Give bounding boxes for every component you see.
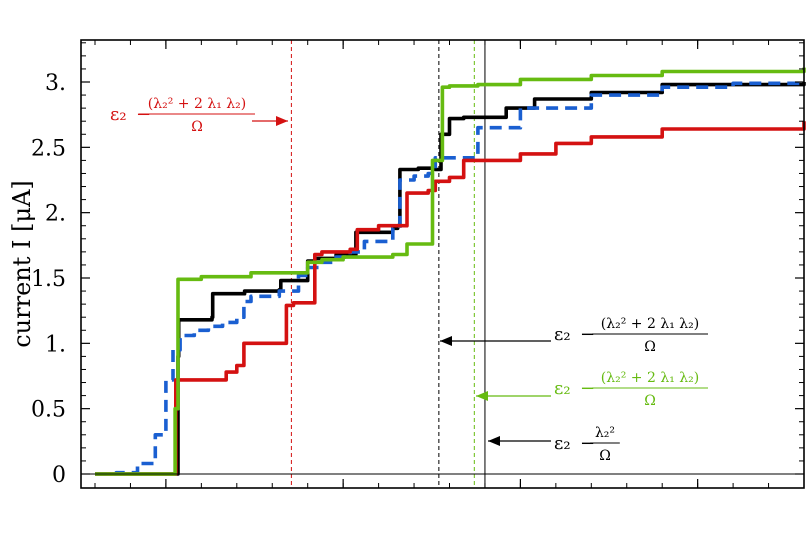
y-tick-label: 0.5 xyxy=(31,398,66,423)
y-tick-label: 1.5 xyxy=(31,267,66,292)
y-axis-label: current I [μA] xyxy=(8,180,36,348)
annotation-denominator: Ω xyxy=(644,339,656,355)
annotation-arrowhead xyxy=(276,116,288,126)
annotation-epsilon: ε₂ xyxy=(110,104,127,125)
annotation-denominator: Ω xyxy=(644,393,656,409)
annotation-arrowhead xyxy=(488,436,500,446)
annotation-minus: − xyxy=(580,324,595,345)
y-tick-label: 1. xyxy=(45,332,66,357)
annotation-epsilon: ε₂ xyxy=(554,433,571,454)
annotation-numerator: λ₂² xyxy=(595,425,615,441)
y-tick-label: 3. xyxy=(45,71,66,96)
y-tick-label: 2.5 xyxy=(31,136,66,161)
annotations: ε₂ −(λ₂² + 2 λ₁ λ₂)Ωε₂ − (λ₂² + 2 λ₁ λ₂)Ωε₂… xyxy=(110,96,708,464)
annotation-arrowhead xyxy=(440,336,452,346)
annotation-minus: − xyxy=(580,433,595,454)
series-lines xyxy=(95,67,806,476)
annotation-epsilon: ε₂ xyxy=(554,378,571,399)
annotation-denominator: Ω xyxy=(599,448,611,464)
annotation-minus: − xyxy=(580,378,595,399)
annotation-1: ε₂ − (λ₂² + 2 λ₁ λ₂) Ω xyxy=(440,316,708,355)
y-tick-label: 2. xyxy=(45,202,66,227)
annotation-arrowhead xyxy=(476,391,488,401)
annotation-3: ε₂ − λ₂² Ω xyxy=(488,425,620,464)
annotation-numerator: (λ₂² + 2 λ₁ λ₂) xyxy=(601,370,699,386)
annotation-epsilon: ε₂ xyxy=(554,324,571,345)
y-tick-label: 0 xyxy=(52,463,66,488)
plot-frame xyxy=(80,39,805,489)
annotation-0: ε₂ −(λ₂² + 2 λ₁ λ₂)Ω xyxy=(110,96,288,135)
series-line-2 xyxy=(95,121,806,476)
annotation-numerator: (λ₂² + 2 λ₁ λ₂) xyxy=(148,96,246,112)
annotation-denominator: Ω xyxy=(191,119,203,135)
annotation-2: ε₂ − (λ₂² + 2 λ₁ λ₂) Ω xyxy=(476,370,708,409)
axes: 0 0.5 1. 1.5 2. 2.5 3. current I [μA] xyxy=(8,39,805,489)
reference-vlines xyxy=(290,40,486,488)
annotation-numerator: (λ₂² + 2 λ₁ λ₂) xyxy=(601,316,699,332)
series-line-3 xyxy=(95,67,806,476)
